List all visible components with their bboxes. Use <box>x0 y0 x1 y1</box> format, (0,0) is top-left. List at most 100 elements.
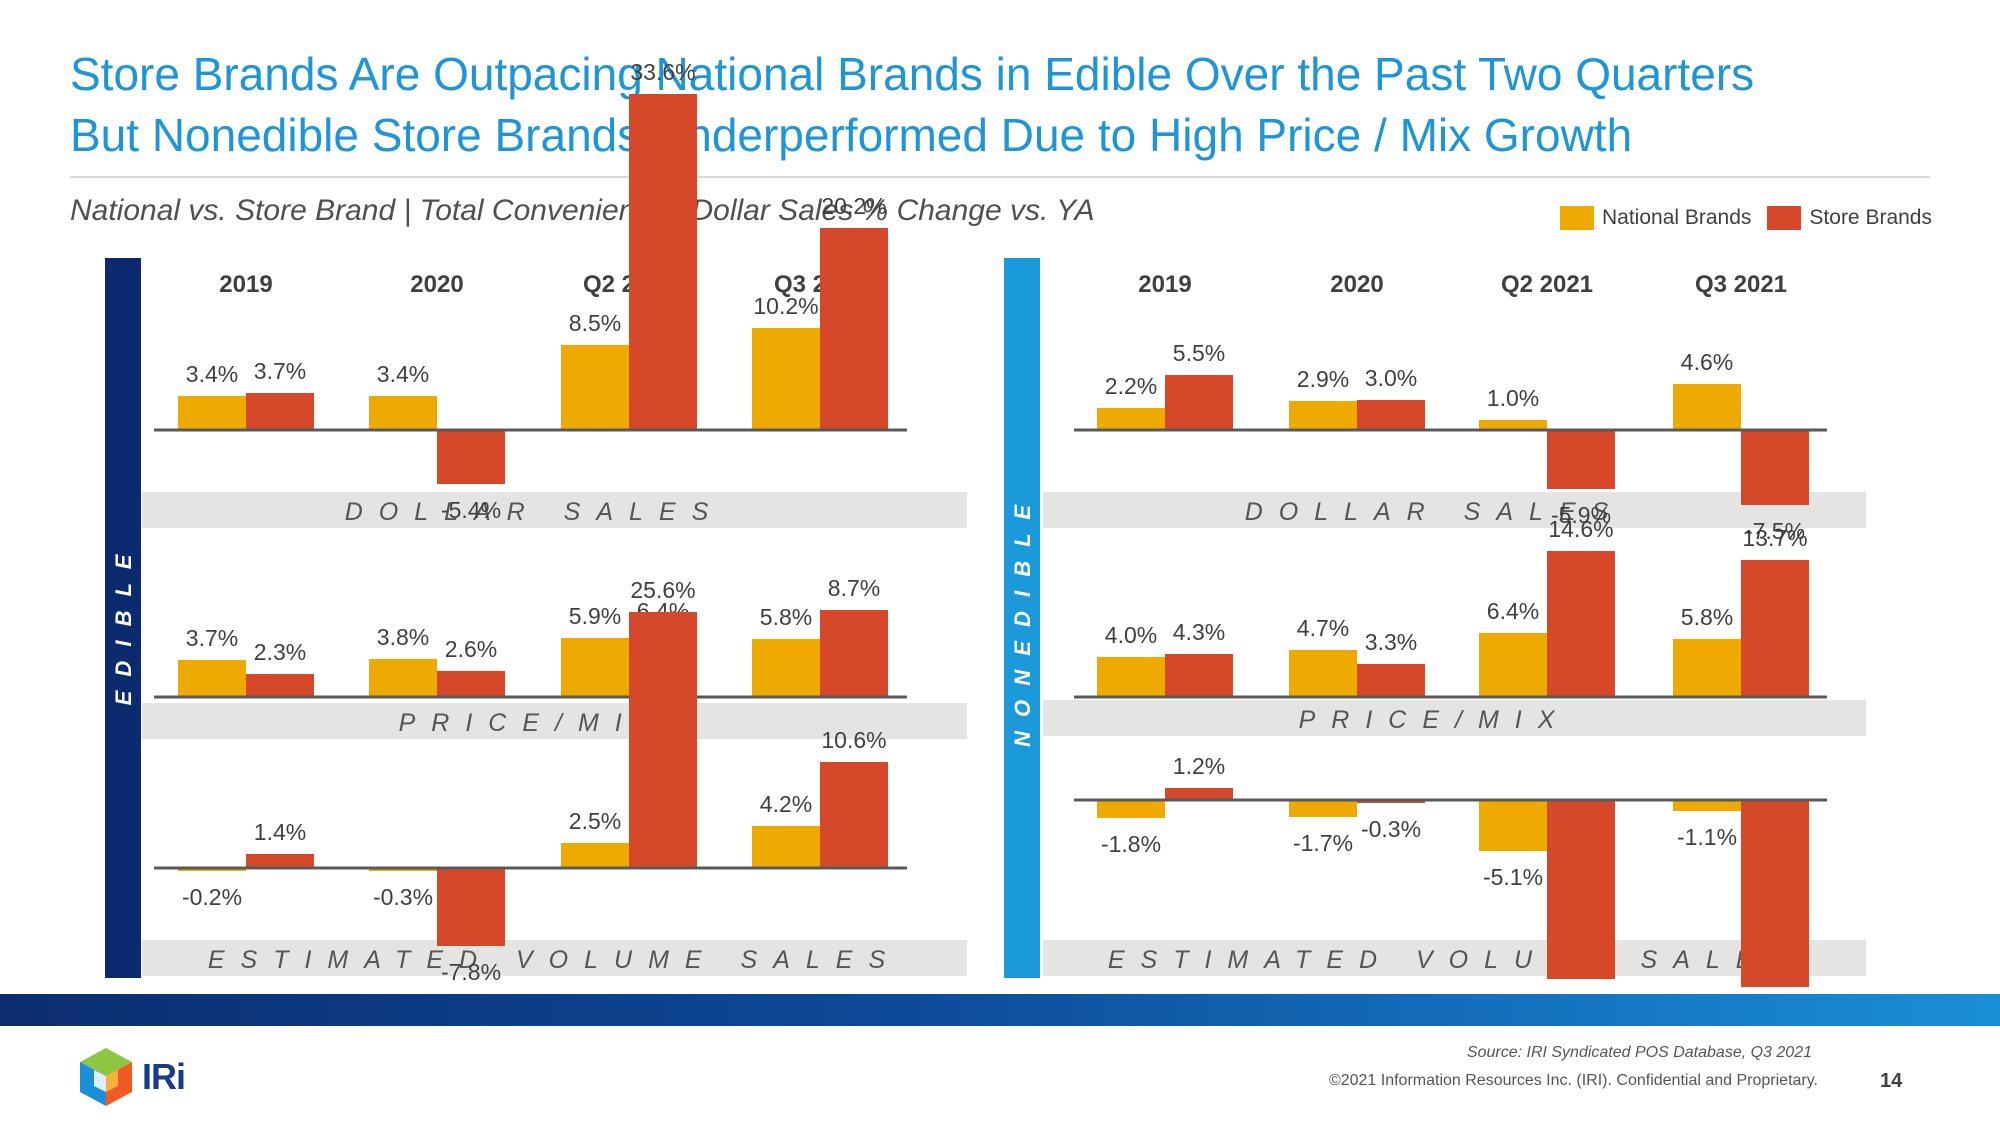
bar-national <box>1289 800 1357 817</box>
bar-store <box>1741 560 1809 697</box>
data-label: 8.7% <box>828 575 880 601</box>
bar-store <box>246 674 314 697</box>
section-band <box>1043 492 1866 528</box>
data-label: 3.7% <box>186 625 238 651</box>
data-label: 5.8% <box>1681 604 1733 630</box>
data-label: 2.9% <box>1297 366 1349 392</box>
data-label: -1.8% <box>1101 831 1161 857</box>
copyright-note: ©2021 Information Resources Inc. (IRI). … <box>1328 1072 1818 1089</box>
section-band <box>1043 700 1866 736</box>
category-header: Q2 2021 <box>1501 271 1593 298</box>
category-header: 2020 <box>1330 271 1383 298</box>
bar-national <box>561 638 629 697</box>
bar-store <box>1741 800 1809 987</box>
category-header: 2020 <box>410 271 463 298</box>
bar-store <box>1357 400 1425 430</box>
section-label: PRICE/MIX <box>399 709 671 737</box>
data-label: 5.9% <box>569 603 621 629</box>
title-divider <box>70 176 1930 178</box>
data-label: 6.4% <box>1487 598 1539 624</box>
bar-national <box>752 328 820 430</box>
data-label: -0.3% <box>373 884 433 910</box>
bar-national <box>1289 401 1357 430</box>
data-label: 4.0% <box>1105 622 1157 648</box>
data-label: 4.2% <box>760 791 812 817</box>
bar-store <box>1547 800 1615 979</box>
title-line-1: Store Brands Are Outpacing National Bran… <box>70 48 1755 100</box>
data-label: 8.5% <box>569 310 621 336</box>
bar-national <box>752 826 820 868</box>
data-label: 3.4% <box>186 361 238 387</box>
legend-swatch-store <box>1767 206 1802 230</box>
data-label: 3.3% <box>1365 629 1417 655</box>
data-label: 1.4% <box>254 819 306 845</box>
chart-subtitle: National vs. Store Brand | Total Conveni… <box>70 194 1095 227</box>
bar-national <box>752 639 820 697</box>
source-note: Source: IRI Syndicated POS Database, Q3 … <box>1466 1044 1812 1061</box>
bar-national <box>1673 384 1741 430</box>
data-label: -1.1% <box>1677 824 1737 850</box>
slide-title: Store Brands Are Outpacing National Bran… <box>70 44 1950 166</box>
data-label: 1.2% <box>1173 753 1225 779</box>
data-label: 4.7% <box>1297 615 1349 641</box>
bar-store <box>1165 788 1233 800</box>
data-label: -7.8% <box>441 959 501 985</box>
data-label: 25.6% <box>630 577 695 603</box>
legend-label-store: Store Brands <box>1809 206 1932 229</box>
data-label: 3.0% <box>1365 365 1417 391</box>
data-label: 1.0% <box>1487 385 1539 411</box>
section-label: DOLLAR SALES <box>1245 498 1625 526</box>
section-label: DOLLAR SALES <box>345 498 725 526</box>
section-label: ESTIMATED VOLUME SALES <box>208 946 901 974</box>
bar-store <box>629 612 697 868</box>
bar-national <box>1479 800 1547 851</box>
data-label: 14.6% <box>1548 516 1613 542</box>
data-label: 10.2% <box>753 293 818 319</box>
title-line-2: But Nonedible Store Brands Underperforme… <box>70 109 1633 161</box>
panel-label-edible: E D I B L E <box>111 551 136 706</box>
data-label: 20.2% <box>821 193 886 219</box>
bar-national <box>178 660 246 697</box>
bar-store <box>1357 664 1425 697</box>
page-number: 14 <box>1880 1070 1903 1092</box>
data-label: -5.4% <box>441 497 501 523</box>
bar-national <box>369 396 437 430</box>
data-label: 10.6% <box>821 727 886 753</box>
data-label: 4.6% <box>1681 349 1733 375</box>
bar-national <box>561 843 629 868</box>
data-label: 5.5% <box>1173 340 1225 366</box>
iri-cube-icon <box>80 1048 132 1106</box>
panel-bar-edible <box>105 258 141 978</box>
category-header: 2019 <box>1138 271 1191 298</box>
bar-store <box>820 228 888 430</box>
legend-item-national: National Brands <box>1560 206 1751 230</box>
panel-bar-nonedible <box>1004 258 1040 978</box>
section-band <box>142 940 967 976</box>
section-band <box>142 492 967 528</box>
section-band <box>1043 940 1866 976</box>
data-label: 2.5% <box>569 808 621 834</box>
data-label: 5.8% <box>760 604 812 630</box>
logo-text: IRi <box>142 1056 186 1097</box>
data-label: 3.8% <box>377 624 429 650</box>
bar-store <box>1165 375 1233 430</box>
bar-store <box>437 868 505 946</box>
bar-store <box>629 94 697 430</box>
bar-national <box>1479 420 1547 430</box>
bar-national <box>1673 800 1741 811</box>
bar-national <box>369 659 437 697</box>
bar-national <box>1097 408 1165 430</box>
data-label: 2.2% <box>1105 373 1157 399</box>
panel-label-nonedible: N O N E D I B L E <box>1010 501 1035 747</box>
bar-store <box>1741 430 1809 505</box>
bar-store <box>820 610 888 697</box>
section-label: PRICE/MIX <box>1299 706 1571 734</box>
legend-item-store: Store Brands <box>1767 206 1932 230</box>
data-label: 2.6% <box>445 636 497 662</box>
chart-legend: National Brands Store Brands <box>1560 206 1948 230</box>
bar-store <box>246 393 314 430</box>
legend-label-national: National Brands <box>1602 206 1752 229</box>
data-label: 33.6% <box>630 59 695 85</box>
category-header: 2019 <box>219 271 272 298</box>
